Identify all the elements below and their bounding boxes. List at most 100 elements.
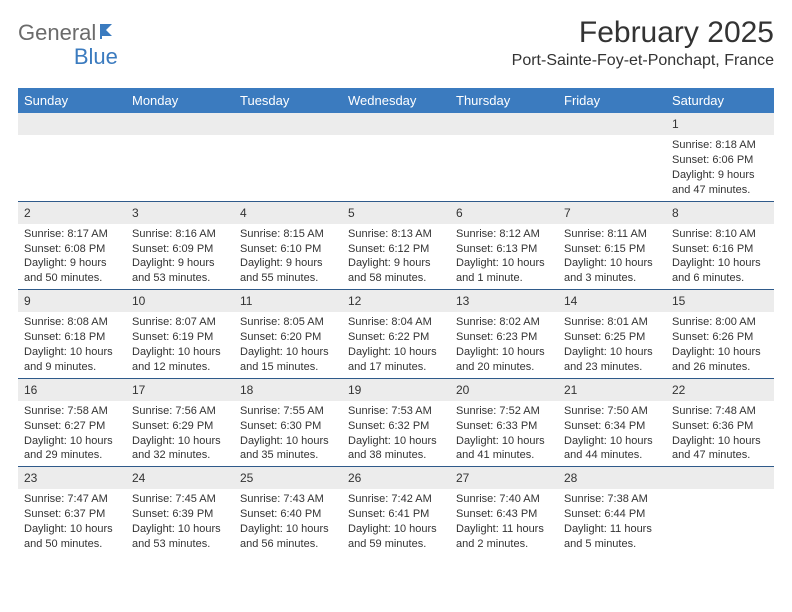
daylight-text: Daylight: 10 hours (348, 345, 444, 360)
day-details: Sunrise: 8:16 AMSunset: 6:09 PMDaylight:… (126, 224, 234, 289)
sunrise-text: Sunrise: 7:55 AM (240, 404, 336, 419)
daylight-text: and 5 minutes. (564, 537, 660, 552)
calendar-day-cell (666, 467, 774, 555)
calendar-day-cell (342, 113, 450, 201)
day-number: 26 (342, 467, 450, 489)
daylight-text: Daylight: 10 hours (240, 522, 336, 537)
daylight-text: Daylight: 10 hours (240, 345, 336, 360)
day-number: 2 (18, 202, 126, 224)
daylight-text: and 41 minutes. (456, 448, 552, 463)
weekday-header: Friday (558, 88, 666, 113)
day-details: Sunrise: 7:43 AMSunset: 6:40 PMDaylight:… (234, 489, 342, 554)
daylight-text: Daylight: 9 hours (240, 256, 336, 271)
day-details: Sunrise: 7:47 AMSunset: 6:37 PMDaylight:… (18, 489, 126, 554)
calendar-day-cell: 24Sunrise: 7:45 AMSunset: 6:39 PMDayligh… (126, 467, 234, 555)
calendar-week-row: 16Sunrise: 7:58 AMSunset: 6:27 PMDayligh… (18, 378, 774, 467)
day-details: Sunrise: 8:08 AMSunset: 6:18 PMDaylight:… (18, 312, 126, 377)
daylight-text: and 56 minutes. (240, 537, 336, 552)
calendar-day-cell: 9Sunrise: 8:08 AMSunset: 6:18 PMDaylight… (18, 290, 126, 379)
sunrise-text: Sunrise: 7:45 AM (132, 492, 228, 507)
day-number-empty (342, 113, 450, 135)
calendar-day-cell: 25Sunrise: 7:43 AMSunset: 6:40 PMDayligh… (234, 467, 342, 555)
day-number-empty (558, 113, 666, 135)
sunset-text: Sunset: 6:34 PM (564, 419, 660, 434)
sunrise-text: Sunrise: 8:12 AM (456, 227, 552, 242)
logo: General (18, 20, 122, 46)
sunset-text: Sunset: 6:30 PM (240, 419, 336, 434)
day-number: 1 (666, 113, 774, 135)
sunrise-text: Sunrise: 7:42 AM (348, 492, 444, 507)
day-number: 28 (558, 467, 666, 489)
calendar-day-cell: 22Sunrise: 7:48 AMSunset: 6:36 PMDayligh… (666, 378, 774, 467)
sunrise-text: Sunrise: 8:07 AM (132, 315, 228, 330)
sunset-text: Sunset: 6:43 PM (456, 507, 552, 522)
daylight-text: Daylight: 9 hours (24, 256, 120, 271)
calendar-day-cell: 13Sunrise: 8:02 AMSunset: 6:23 PMDayligh… (450, 290, 558, 379)
sunset-text: Sunset: 6:18 PM (24, 330, 120, 345)
sunset-text: Sunset: 6:27 PM (24, 419, 120, 434)
sunset-text: Sunset: 6:22 PM (348, 330, 444, 345)
daylight-text: Daylight: 10 hours (456, 345, 552, 360)
day-number: 3 (126, 202, 234, 224)
sunset-text: Sunset: 6:37 PM (24, 507, 120, 522)
day-number: 17 (126, 379, 234, 401)
day-details: Sunrise: 8:02 AMSunset: 6:23 PMDaylight:… (450, 312, 558, 377)
sunrise-text: Sunrise: 7:52 AM (456, 404, 552, 419)
day-details: Sunrise: 7:38 AMSunset: 6:44 PMDaylight:… (558, 489, 666, 554)
day-number-empty (666, 467, 774, 489)
sunrise-text: Sunrise: 8:18 AM (672, 138, 768, 153)
sunrise-text: Sunrise: 8:08 AM (24, 315, 120, 330)
day-details: Sunrise: 7:56 AMSunset: 6:29 PMDaylight:… (126, 401, 234, 466)
calendar-day-cell: 3Sunrise: 8:16 AMSunset: 6:09 PMDaylight… (126, 201, 234, 290)
daylight-text: Daylight: 10 hours (672, 345, 768, 360)
daylight-text: Daylight: 10 hours (132, 434, 228, 449)
day-details: Sunrise: 7:58 AMSunset: 6:27 PMDaylight:… (18, 401, 126, 466)
sunset-text: Sunset: 6:33 PM (456, 419, 552, 434)
calendar-day-cell: 5Sunrise: 8:13 AMSunset: 6:12 PMDaylight… (342, 201, 450, 290)
daylight-text: Daylight: 10 hours (564, 434, 660, 449)
day-details: Sunrise: 8:12 AMSunset: 6:13 PMDaylight:… (450, 224, 558, 289)
sunrise-text: Sunrise: 7:40 AM (456, 492, 552, 507)
daylight-text: and 20 minutes. (456, 360, 552, 375)
sunset-text: Sunset: 6:06 PM (672, 153, 768, 168)
calendar-day-cell: 12Sunrise: 8:04 AMSunset: 6:22 PMDayligh… (342, 290, 450, 379)
calendar-day-cell: 27Sunrise: 7:40 AMSunset: 6:43 PMDayligh… (450, 467, 558, 555)
daylight-text: and 47 minutes. (672, 183, 768, 198)
calendar-week-row: 23Sunrise: 7:47 AMSunset: 6:37 PMDayligh… (18, 467, 774, 555)
day-number: 21 (558, 379, 666, 401)
day-details: Sunrise: 8:00 AMSunset: 6:26 PMDaylight:… (666, 312, 774, 377)
daylight-text: Daylight: 10 hours (348, 522, 444, 537)
daylight-text: Daylight: 10 hours (672, 434, 768, 449)
sunrise-text: Sunrise: 8:04 AM (348, 315, 444, 330)
daylight-text: and 29 minutes. (24, 448, 120, 463)
day-details: Sunrise: 8:13 AMSunset: 6:12 PMDaylight:… (342, 224, 450, 289)
calendar-week-row: 9Sunrise: 8:08 AMSunset: 6:18 PMDaylight… (18, 290, 774, 379)
daylight-text: Daylight: 10 hours (672, 256, 768, 271)
day-details: Sunrise: 8:17 AMSunset: 6:08 PMDaylight:… (18, 224, 126, 289)
day-number: 25 (234, 467, 342, 489)
daylight-text: Daylight: 10 hours (348, 434, 444, 449)
day-number: 16 (18, 379, 126, 401)
daylight-text: Daylight: 9 hours (348, 256, 444, 271)
calendar-day-cell: 2Sunrise: 8:17 AMSunset: 6:08 PMDaylight… (18, 201, 126, 290)
sunset-text: Sunset: 6:32 PM (348, 419, 444, 434)
calendar-day-cell: 1Sunrise: 8:18 AMSunset: 6:06 PMDaylight… (666, 113, 774, 201)
weekday-header-row: Sunday Monday Tuesday Wednesday Thursday… (18, 88, 774, 113)
day-details: Sunrise: 7:48 AMSunset: 6:36 PMDaylight:… (666, 401, 774, 466)
day-number: 19 (342, 379, 450, 401)
sunset-text: Sunset: 6:09 PM (132, 242, 228, 257)
day-number: 23 (18, 467, 126, 489)
weekday-header: Saturday (666, 88, 774, 113)
calendar-day-cell: 4Sunrise: 8:15 AMSunset: 6:10 PMDaylight… (234, 201, 342, 290)
daylight-text: and 55 minutes. (240, 271, 336, 286)
sunset-text: Sunset: 6:15 PM (564, 242, 660, 257)
daylight-text: Daylight: 10 hours (24, 345, 120, 360)
daylight-text: and 47 minutes. (672, 448, 768, 463)
daylight-text: and 3 minutes. (564, 271, 660, 286)
daylight-text: and 9 minutes. (24, 360, 120, 375)
logo-text-general: General (18, 20, 96, 46)
sunrise-text: Sunrise: 8:11 AM (564, 227, 660, 242)
sunset-text: Sunset: 6:23 PM (456, 330, 552, 345)
daylight-text: Daylight: 11 hours (564, 522, 660, 537)
daylight-text: and 50 minutes. (24, 537, 120, 552)
